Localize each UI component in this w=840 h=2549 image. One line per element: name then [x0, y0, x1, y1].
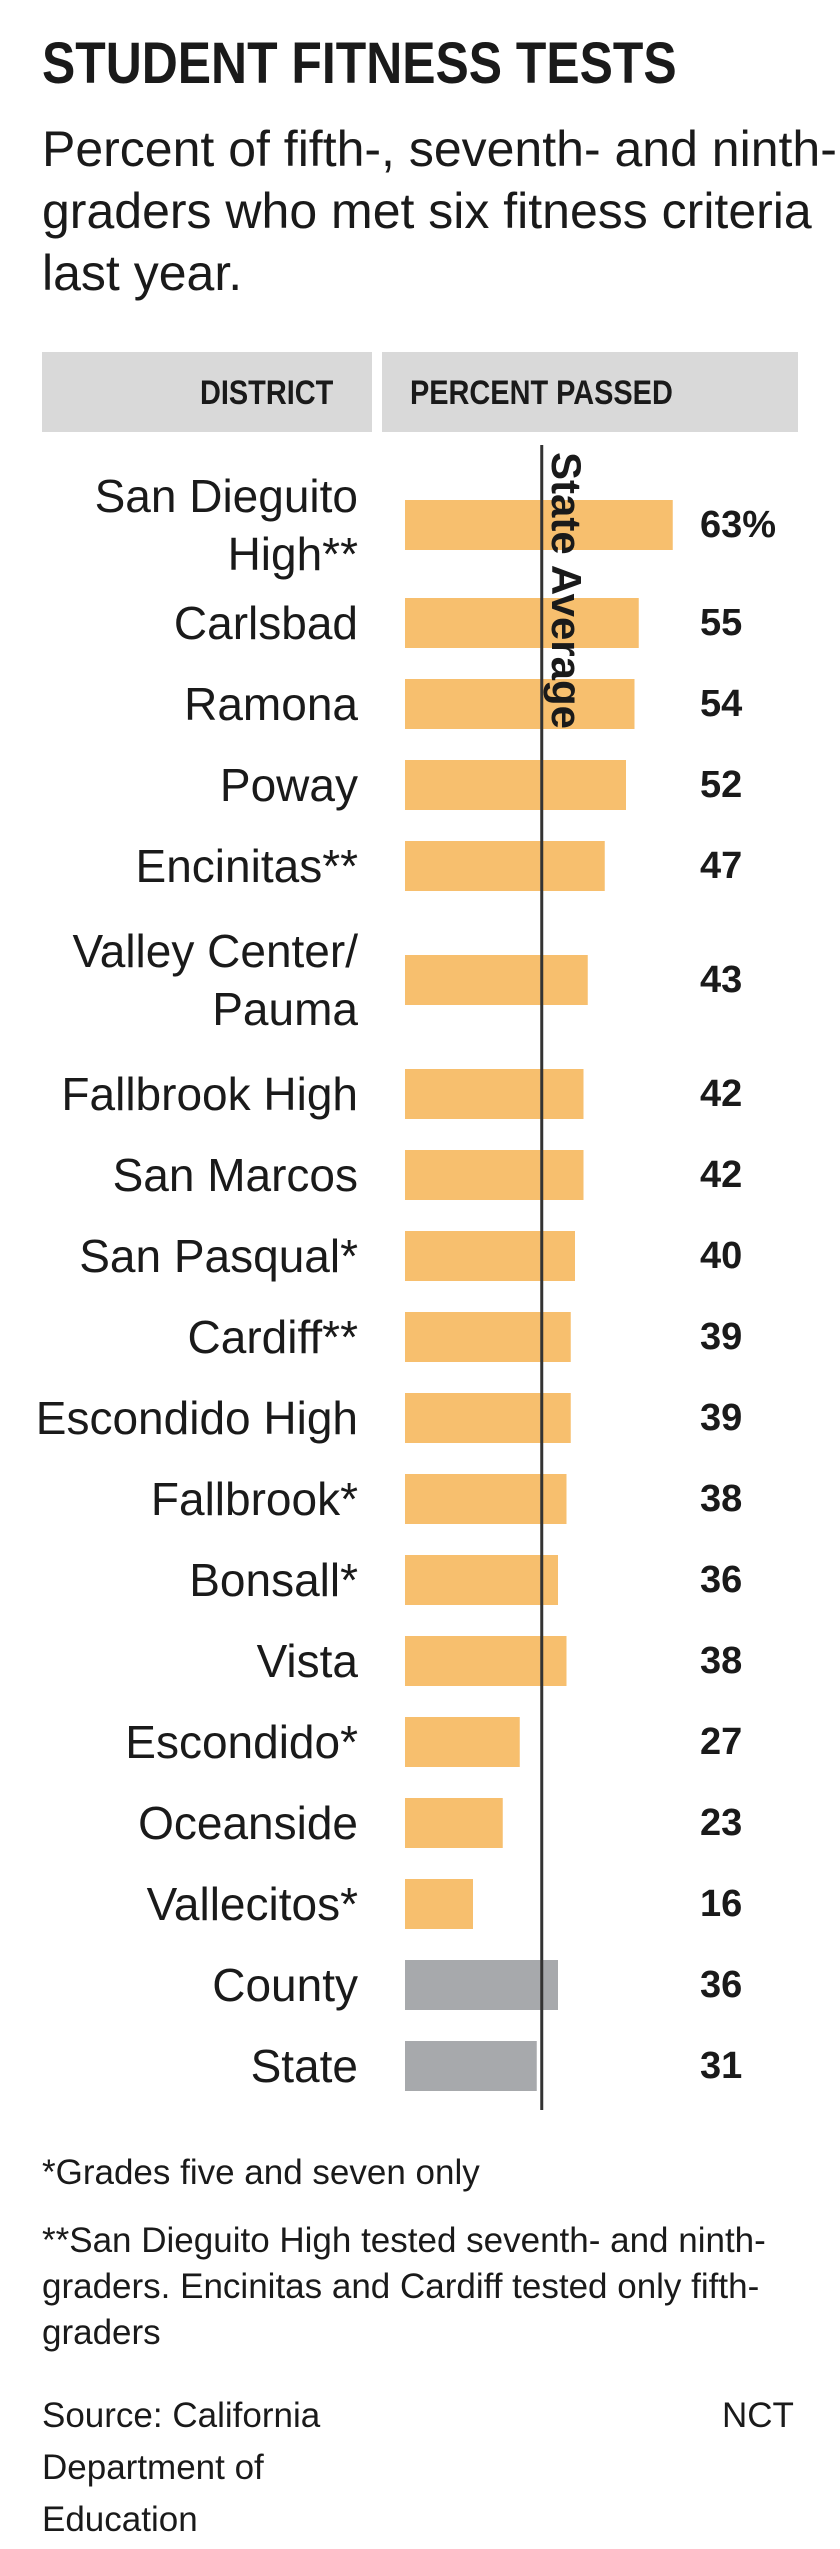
bar-3	[405, 760, 626, 810]
bar-14	[405, 1717, 520, 1767]
bar-2	[405, 679, 635, 729]
bar-8	[405, 1231, 575, 1281]
chart-subtitle: Percent of fifth-, seventh- and ninth-gr…	[42, 121, 837, 301]
value-label-17: 36	[700, 1964, 742, 2006]
bar-18	[405, 2041, 537, 2091]
category-label-0-0: San Dieguito	[95, 470, 358, 522]
bar-5	[405, 955, 588, 1005]
value-label-11: 38	[700, 1478, 742, 1520]
category-label-8-0: San Pasqual*	[79, 1230, 358, 1282]
bar-15	[405, 1798, 503, 1848]
category-label-3-0: Poway	[220, 759, 358, 811]
state-average-label: State Average	[543, 452, 590, 729]
category-label-4-0: Encinitas**	[136, 840, 359, 892]
bar-13	[405, 1636, 567, 1686]
value-label-18: 31	[700, 2045, 742, 2087]
value-label-0: 63%	[700, 504, 776, 546]
category-label-5-0: Valley Center/	[72, 925, 358, 977]
category-label-18-0: State	[251, 2040, 358, 2092]
value-label-5: 43	[700, 959, 742, 1001]
category-label-1-0: Carlsbad	[174, 597, 358, 649]
value-label-9: 39	[700, 1316, 742, 1358]
bar-12	[405, 1555, 558, 1605]
category-label-14-0: Escondido*	[125, 1716, 358, 1768]
value-label-13: 38	[700, 1640, 742, 1682]
value-label-1: 55	[700, 602, 742, 644]
bar-0	[405, 500, 673, 550]
value-label-14: 27	[700, 1721, 742, 1763]
footnote-grades: *Grades five and seven only	[42, 2153, 480, 2192]
value-label-2: 54	[700, 683, 742, 725]
value-label-3: 52	[700, 764, 742, 806]
chart-title: STUDENT FITNESS TESTS	[42, 31, 677, 96]
footnote-san-dieguito: **San Dieguito High tested seventh- and …	[42, 2221, 766, 2352]
category-label-16-0: Vallecitos*	[147, 1878, 358, 1930]
bar-6	[405, 1069, 584, 1119]
bar-17	[405, 1960, 558, 2010]
district-column-header: DISTRICT	[200, 374, 334, 412]
value-label-4: 47	[700, 845, 742, 887]
value-label-6: 42	[700, 1073, 742, 1115]
value-label-8: 40	[700, 1235, 742, 1277]
value-label-7: 42	[700, 1154, 742, 1196]
value-label-10: 39	[700, 1397, 742, 1439]
bar-10	[405, 1393, 571, 1443]
percent-column-header-bg	[382, 352, 798, 432]
category-label-12-0: Bonsall*	[189, 1554, 358, 1606]
district-column-header-bg	[42, 352, 372, 432]
bar-4	[405, 841, 605, 891]
value-label-12: 36	[700, 1559, 742, 1601]
category-label-0-1: High**	[228, 528, 359, 580]
category-label-2-0: Ramona	[184, 678, 358, 730]
bar-9	[405, 1312, 571, 1362]
bar-11	[405, 1474, 567, 1524]
value-label-16: 16	[700, 1883, 742, 1925]
percent-column-header: PERCENT PASSED	[410, 374, 673, 412]
credit: NCT	[722, 2396, 794, 2435]
category-label-10-0: Escondido High	[36, 1392, 358, 1444]
category-label-6-0: Fallbrook High	[61, 1068, 358, 1120]
bar-7	[405, 1150, 584, 1200]
bar-1	[405, 598, 639, 648]
category-label-5-1: Pauma	[212, 983, 358, 1035]
category-label-9-0: Cardiff**	[188, 1311, 359, 1363]
value-label-15: 23	[700, 1802, 742, 1844]
category-label-17-0: County	[212, 1959, 358, 2011]
bar-16	[405, 1879, 473, 1929]
category-label-7-0: San Marcos	[113, 1149, 358, 1201]
category-label-13-0: Vista	[257, 1635, 359, 1687]
source-note: Source: California Department of Educati…	[42, 2396, 321, 2539]
category-label-15-0: Oceanside	[138, 1797, 358, 1849]
category-label-11-0: Fallbrook*	[151, 1473, 358, 1525]
